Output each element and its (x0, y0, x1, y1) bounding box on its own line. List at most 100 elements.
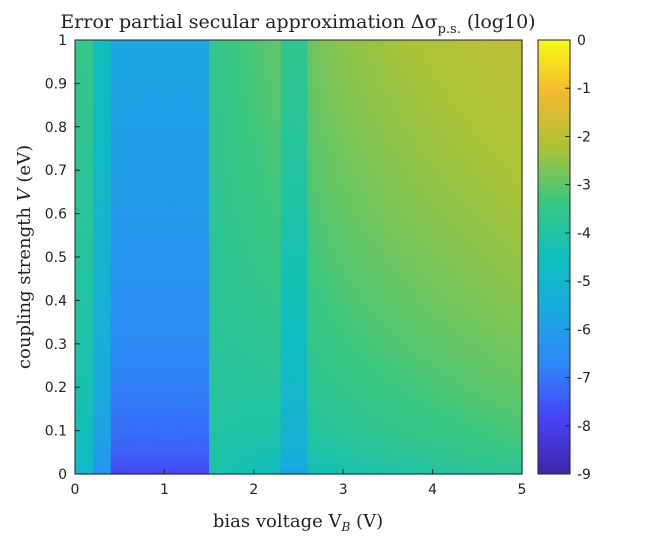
heatmap-cell (119, 335, 125, 341)
heatmap-cell (276, 317, 282, 323)
heatmap-cell (235, 326, 241, 332)
heatmap-cell (97, 404, 103, 410)
heatmap-cell (262, 356, 268, 362)
heatmap-cell (289, 361, 295, 367)
heatmap-cell (137, 365, 143, 371)
heatmap-cell (253, 335, 259, 341)
heatmap-cell (218, 356, 224, 362)
heatmap-cell (83, 261, 90, 267)
heatmap-cell (137, 426, 143, 432)
heatmap-cell (226, 87, 233, 93)
heatmap-cell (115, 465, 121, 471)
heatmap-cell (177, 456, 183, 462)
heatmap-cell (115, 434, 121, 440)
heatmap-cell (83, 434, 90, 440)
heatmap-cell (213, 369, 219, 375)
heatmap-cell (88, 70, 94, 76)
heatmap-cell (83, 204, 90, 210)
heatmap-cell (155, 74, 161, 80)
heatmap-cell (258, 265, 264, 271)
heatmap-cell (213, 200, 219, 206)
heatmap-cell (177, 92, 183, 98)
heatmap-cell (186, 109, 192, 115)
heatmap-cell (79, 174, 85, 180)
heatmap-cell (101, 243, 107, 249)
heatmap-cell (101, 44, 107, 50)
heatmap-cell (276, 382, 282, 388)
heatmap-cell (83, 57, 90, 63)
heatmap-cell (133, 317, 139, 323)
heatmap-cell (164, 335, 170, 341)
heatmap-cell (222, 209, 228, 215)
heatmap-cell (253, 92, 259, 98)
heatmap-cell (168, 339, 174, 345)
heatmap-cell (222, 230, 228, 236)
heatmap-cell (209, 92, 215, 98)
heatmap-cell (200, 217, 206, 223)
heatmap-cell (258, 96, 264, 102)
heatmap-cell (235, 209, 241, 215)
heatmap-cell (262, 339, 268, 345)
heatmap-cell (101, 113, 107, 119)
heatmap-cell (253, 87, 259, 93)
heatmap-cell (195, 335, 201, 341)
heatmap-cell (92, 200, 98, 206)
heatmap-cell (155, 87, 161, 93)
heatmap-cell (110, 105, 116, 111)
heatmap-cell (137, 469, 143, 475)
heatmap-cell (289, 257, 295, 262)
heatmap-cell (92, 421, 98, 427)
heatmap-cell (249, 413, 255, 419)
heatmap-cell (271, 53, 277, 58)
heatmap-cell (124, 369, 130, 375)
heatmap-cell (195, 183, 201, 189)
heatmap-cell (83, 291, 90, 297)
heatmap-cell (267, 400, 273, 406)
heatmap-cell (240, 48, 246, 54)
heatmap-cell (262, 109, 268, 115)
heatmap-cell (155, 274, 161, 280)
heatmap-cell (253, 265, 259, 271)
heatmap-cell (155, 391, 161, 397)
heatmap-cell (159, 300, 165, 306)
heatmap-cell (204, 66, 210, 71)
heatmap-cell (204, 270, 210, 275)
heatmap-cell (285, 356, 291, 362)
heatmap-cell (262, 174, 268, 180)
heatmap-cell (226, 139, 233, 145)
heatmap-cell (289, 48, 295, 54)
heatmap-cell (231, 213, 237, 219)
heatmap-cell (146, 126, 152, 132)
heatmap-cell (75, 178, 81, 184)
heatmap-cell (186, 287, 192, 293)
heatmap-cell (106, 404, 112, 410)
heatmap-cell (231, 96, 237, 102)
heatmap-cell (97, 365, 103, 371)
heatmap-cell (92, 139, 98, 145)
heatmap-cell (106, 113, 112, 119)
heatmap-cell (182, 96, 188, 102)
heatmap-cell (110, 48, 116, 54)
heatmap-cell (155, 265, 161, 271)
heatmap-cell (191, 343, 197, 349)
heatmap-cell (155, 365, 161, 371)
heatmap-cell (110, 313, 116, 319)
heatmap-cell (231, 57, 237, 63)
heatmap-cell (226, 53, 233, 58)
heatmap-cell (110, 83, 116, 89)
heatmap-cell (142, 335, 148, 341)
heatmap-cell (133, 152, 139, 158)
heatmap-cell (280, 148, 286, 154)
heatmap-cell (209, 348, 215, 354)
heatmap-cell (115, 317, 121, 323)
heatmap-cell (101, 118, 107, 124)
heatmap-cell (276, 139, 282, 145)
heatmap-cell (262, 296, 268, 301)
heatmap-cell (128, 109, 134, 115)
heatmap-cell (267, 248, 273, 254)
heatmap-cell (124, 122, 130, 128)
heatmap-cell (222, 291, 228, 297)
heatmap-cell (267, 452, 273, 458)
heatmap-cell (164, 100, 170, 106)
heatmap-cell (285, 61, 291, 67)
